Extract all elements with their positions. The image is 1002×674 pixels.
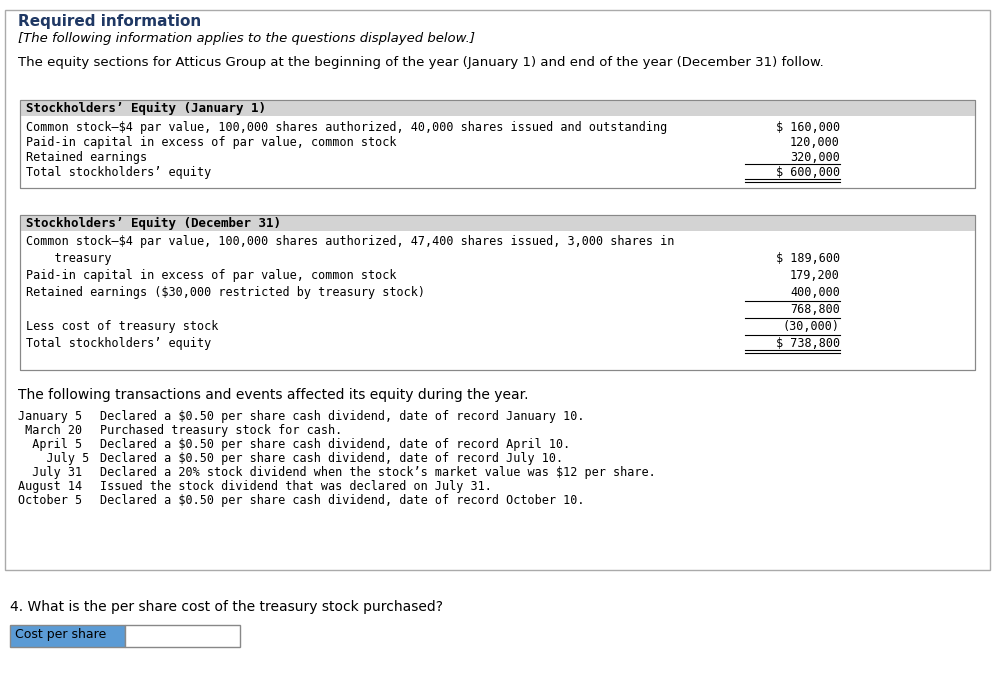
Text: $ 600,000: $ 600,000 xyxy=(776,166,839,179)
Text: Retained earnings ($30,000 restricted by treasury stock): Retained earnings ($30,000 restricted by… xyxy=(26,286,425,299)
Text: Cost per share: Cost per share xyxy=(15,628,106,641)
Text: Issued the stock dividend that was declared on July 31.: Issued the stock dividend that was decla… xyxy=(100,480,491,493)
Text: The equity sections for Atticus Group at the beginning of the year (January 1) a: The equity sections for Atticus Group at… xyxy=(18,56,823,69)
Text: Required information: Required information xyxy=(18,14,201,29)
Text: Common stock—$4 par value, 100,000 shares authorized, 40,000 shares issued and o: Common stock—$4 par value, 100,000 share… xyxy=(26,121,666,134)
Text: Paid-in capital in excess of par value, common stock: Paid-in capital in excess of par value, … xyxy=(26,136,396,149)
Text: 400,000: 400,000 xyxy=(790,286,839,299)
FancyBboxPatch shape xyxy=(20,100,974,116)
Text: The following transactions and events affected its equity during the year.: The following transactions and events af… xyxy=(18,388,528,402)
Text: Purchased treasury stock for cash.: Purchased treasury stock for cash. xyxy=(100,424,342,437)
Text: $ 160,000: $ 160,000 xyxy=(776,121,839,134)
FancyBboxPatch shape xyxy=(10,625,125,647)
Text: April 5: April 5 xyxy=(18,438,89,451)
Text: August 14: August 14 xyxy=(18,480,89,493)
Text: Less cost of treasury stock: Less cost of treasury stock xyxy=(26,320,218,333)
Text: Paid-in capital in excess of par value, common stock: Paid-in capital in excess of par value, … xyxy=(26,269,396,282)
Text: 320,000: 320,000 xyxy=(790,151,839,164)
FancyBboxPatch shape xyxy=(125,625,239,647)
FancyBboxPatch shape xyxy=(20,215,974,231)
Text: July 5: July 5 xyxy=(18,452,96,465)
Text: 120,000: 120,000 xyxy=(790,136,839,149)
FancyBboxPatch shape xyxy=(20,215,974,370)
Text: [The following information applies to the questions displayed below.]: [The following information applies to th… xyxy=(18,32,475,45)
Text: treasury: treasury xyxy=(26,252,111,265)
Text: $ 189,600: $ 189,600 xyxy=(776,252,839,265)
Text: 768,800: 768,800 xyxy=(790,303,839,316)
Text: Common stock—$4 par value, 100,000 shares authorized, 47,400 shares issued, 3,00: Common stock—$4 par value, 100,000 share… xyxy=(26,235,673,248)
Text: Stockholders’ Equity (January 1): Stockholders’ Equity (January 1) xyxy=(26,102,266,115)
Text: Declared a $0.50 per share cash dividend, date of record January 10.: Declared a $0.50 per share cash dividend… xyxy=(100,410,584,423)
Text: Declared a $0.50 per share cash dividend, date of record April 10.: Declared a $0.50 per share cash dividend… xyxy=(100,438,570,451)
Text: Retained earnings: Retained earnings xyxy=(26,151,147,164)
Text: March 20: March 20 xyxy=(18,424,89,437)
Text: $ 738,800: $ 738,800 xyxy=(776,337,839,350)
Text: Total stockholders’ equity: Total stockholders’ equity xyxy=(26,337,211,350)
Text: October 5: October 5 xyxy=(18,494,89,507)
Text: Declared a $0.50 per share cash dividend, date of record October 10.: Declared a $0.50 per share cash dividend… xyxy=(100,494,584,507)
Text: Stockholders’ Equity (December 31): Stockholders’ Equity (December 31) xyxy=(26,217,281,230)
Text: Declared a $0.50 per share cash dividend, date of record July 10.: Declared a $0.50 per share cash dividend… xyxy=(100,452,562,465)
Text: Total stockholders’ equity: Total stockholders’ equity xyxy=(26,166,211,179)
FancyBboxPatch shape xyxy=(20,100,974,188)
FancyBboxPatch shape xyxy=(5,10,989,570)
Text: (30,000): (30,000) xyxy=(783,320,839,333)
Text: January 5: January 5 xyxy=(18,410,89,423)
Text: July 31: July 31 xyxy=(18,466,89,479)
Text: 4. What is the per share cost of the treasury stock purchased?: 4. What is the per share cost of the tre… xyxy=(10,600,443,614)
Text: Declared a 20% stock dividend when the stock’s market value was $12 per share.: Declared a 20% stock dividend when the s… xyxy=(100,466,655,479)
Text: 179,200: 179,200 xyxy=(790,269,839,282)
